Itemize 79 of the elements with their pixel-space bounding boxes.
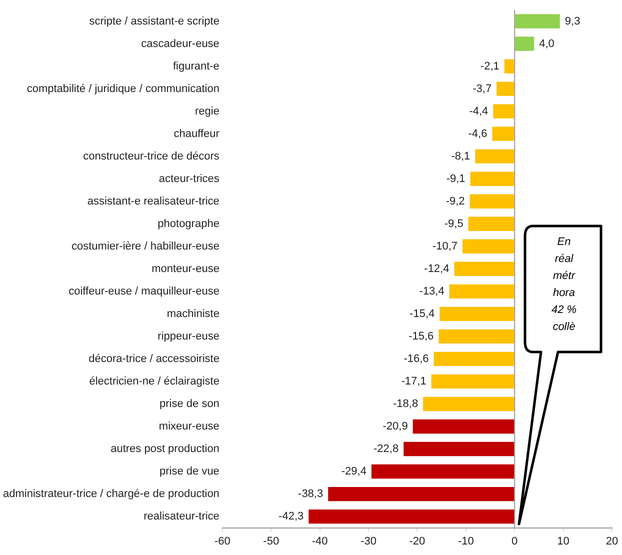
data-label: -20,9 (382, 420, 408, 433)
data-label: -15,6 (408, 330, 434, 342)
data-label: -9,5 (444, 218, 464, 230)
y-tick-label: coiffeur-euse / maquilleur-euse (68, 285, 220, 298)
data-label: -4,4 (469, 105, 488, 118)
data-label: -29,4 (341, 466, 366, 478)
bar (468, 216, 514, 231)
data-label: -18,8 (392, 398, 418, 410)
bar (308, 509, 514, 524)
data-label: -42,3 (278, 510, 304, 523)
annotation: En réal métr hora 42 % collè (550, 235, 578, 335)
bar (440, 306, 514, 322)
x-tick-label: -10 (458, 535, 474, 548)
x-tick-label: -40 (312, 535, 328, 548)
data-label: -38,3 (298, 488, 324, 500)
bar (515, 36, 534, 51)
data-label: -4,6 (468, 128, 488, 140)
bar (423, 396, 514, 412)
x-tick-label: 10 (557, 535, 570, 548)
data-label: 4,0 (539, 38, 554, 50)
y-tick-label: chauffeur (174, 128, 220, 140)
data-label: -13,4 (419, 285, 444, 298)
data-label: 9,3 (564, 15, 580, 28)
bar (496, 82, 514, 96)
y-tick-label: realisateur-trice (144, 510, 220, 523)
y-tick-label: décora-trice / accessoiriste (88, 352, 220, 365)
y-tick-label: acteur-trices (158, 172, 220, 185)
bar (475, 149, 514, 164)
data-label: -9,1 (446, 172, 466, 185)
y-tick-label: administrateur-trice / chargé-e de production (2, 488, 220, 500)
y-tick-label: mixeur-euse (158, 420, 220, 433)
bar (515, 14, 560, 28)
bar (462, 239, 514, 254)
data-label: -16,6 (404, 352, 429, 365)
bar (371, 464, 514, 479)
data-label: -15,4 (410, 308, 435, 320)
data-label: -10,7 (432, 240, 458, 252)
data-label: -9,2 (446, 195, 465, 208)
bar (438, 329, 514, 344)
bar (454, 262, 514, 276)
bar (470, 194, 514, 208)
y-tick-label: autres post production (110, 443, 220, 456)
y-tick-label: scripte / assistant-e scripte (89, 15, 220, 28)
bar (504, 59, 514, 74)
y-tick-label: constructeur-trice de décors (83, 150, 220, 162)
bar (434, 352, 514, 366)
y-tick-label: monteur-euse (152, 262, 220, 275)
data-label: -17,1 (401, 375, 426, 388)
data-label: -8,1 (451, 150, 470, 162)
bar (412, 419, 514, 434)
x-tick-label: 20 (606, 535, 618, 548)
y-tick-label: électricien-ne / éclairagiste (89, 375, 220, 388)
y-tick-label: prise de son (160, 398, 220, 410)
bar (404, 442, 514, 456)
y-tick-label: cascadeur-euse (141, 38, 220, 50)
y-tick-label: costumier-ière / habilleur-euse (71, 240, 220, 252)
x-tick-label: -20 (409, 535, 426, 548)
data-label: -22,8 (374, 443, 399, 456)
x-tick-label: -60 (214, 535, 230, 548)
data-label: -3,7 (472, 82, 492, 95)
data-label: -12,4 (424, 262, 450, 275)
data-label: -2,1 (480, 60, 500, 72)
bar (492, 126, 514, 141)
y-tick-label: machiniste (166, 308, 220, 320)
bar (493, 104, 514, 118)
y-tick-label: photographe (158, 218, 220, 230)
y-tick-label: figurant-e (172, 60, 220, 72)
y-tick-label: prise de vue (160, 466, 220, 478)
bar (328, 486, 514, 502)
y-tick-label: rippeur-euse (158, 330, 220, 342)
y-tick-label: assistant-e realisateur-trice (87, 195, 220, 208)
x-tick-label: 0 (512, 535, 518, 548)
bar (431, 374, 514, 389)
x-tick-label: -50 (263, 535, 280, 548)
x-tick-label: -30 (360, 535, 376, 548)
y-tick-label: regie (194, 105, 220, 118)
y-tick-label: comptabilité / juridique / communication (26, 82, 220, 95)
bar (449, 284, 514, 299)
bar (470, 172, 514, 186)
